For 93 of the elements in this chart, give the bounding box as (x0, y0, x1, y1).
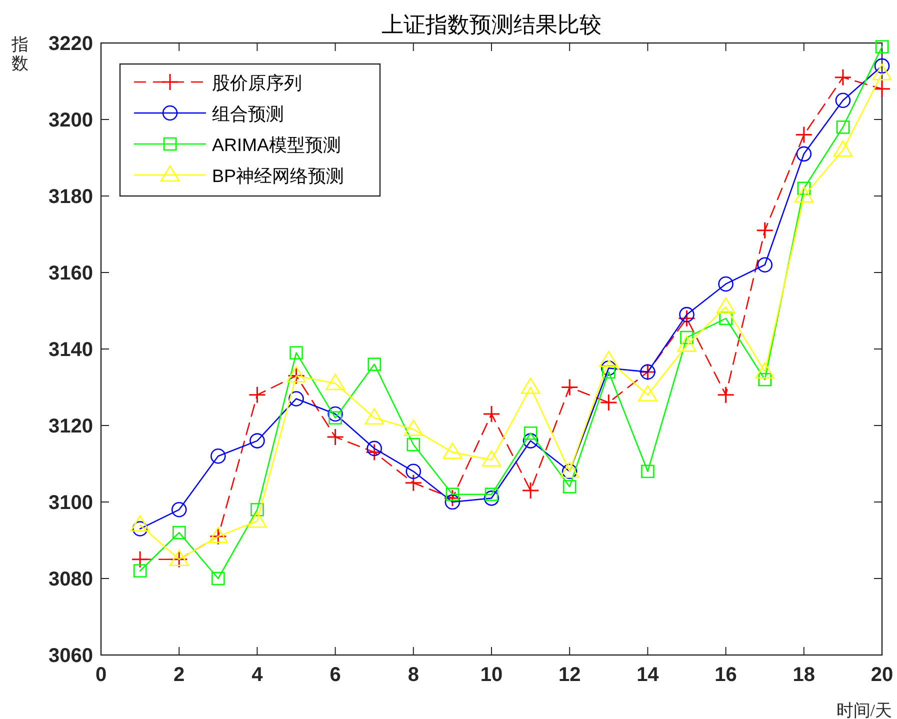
point (522, 482, 540, 500)
y-tick-label: 3160 (48, 262, 93, 284)
point (248, 511, 267, 528)
point (212, 572, 225, 586)
y-tick-label: 3060 (48, 645, 93, 667)
point (133, 564, 147, 578)
point (250, 503, 264, 516)
point (677, 336, 696, 352)
point (717, 386, 735, 404)
legend-label: BP神经网络预测 (212, 166, 344, 186)
point (404, 420, 424, 436)
x-tick-label: 10 (480, 664, 503, 686)
point (794, 186, 814, 203)
point (872, 64, 892, 80)
point (795, 126, 813, 144)
point (290, 346, 303, 360)
point (638, 385, 658, 402)
point (641, 464, 654, 478)
x-tick-label: 18 (792, 664, 816, 686)
point (328, 406, 343, 422)
point (130, 515, 150, 532)
point (482, 450, 502, 467)
point (288, 391, 304, 406)
point (444, 489, 462, 507)
point (171, 502, 187, 518)
point (484, 490, 500, 506)
y-tick-label: 3100 (48, 492, 93, 514)
x-axis-title: 时间/天 (836, 701, 892, 719)
point (484, 488, 498, 501)
point (131, 550, 149, 568)
point (601, 360, 616, 376)
point (406, 438, 420, 452)
point (796, 146, 812, 162)
y-tick-label: 3140 (48, 339, 93, 361)
y-tick-label: 3180 (48, 186, 93, 208)
x-tick-label: 14 (636, 664, 660, 686)
x-tick-label: 0 (95, 664, 107, 686)
point (719, 312, 732, 326)
x-tick-label: 20 (870, 664, 894, 686)
point (718, 276, 734, 292)
point (833, 140, 853, 157)
point (172, 526, 186, 540)
point (444, 494, 460, 510)
point (368, 358, 381, 371)
point (679, 306, 694, 322)
point (442, 442, 462, 459)
legend-label: ARIMA模型预测 (212, 135, 342, 155)
point (250, 433, 265, 448)
y-axis-title: 指数 (10, 35, 28, 73)
point (600, 394, 618, 412)
point (522, 433, 538, 448)
point (875, 40, 889, 54)
point (756, 222, 774, 240)
point (520, 378, 540, 394)
point (210, 448, 226, 464)
point (328, 411, 342, 424)
chart-title: 上证指数预测结果比较 (382, 12, 602, 37)
x-tick-label: 8 (408, 664, 419, 686)
point (835, 92, 851, 108)
point (524, 426, 538, 440)
point (678, 310, 696, 328)
y-tick-label: 3200 (48, 110, 93, 132)
point (406, 464, 422, 480)
x-tick-label: 4 (252, 664, 264, 686)
x-tick-label: 2 (174, 664, 185, 686)
y-tick-label: 3120 (48, 416, 93, 438)
point (560, 378, 578, 396)
point (757, 257, 772, 272)
point (364, 408, 384, 424)
point (562, 480, 576, 494)
point (599, 350, 618, 368)
point (326, 374, 345, 390)
legend-label: 组合预测 (212, 104, 284, 124)
point (482, 405, 500, 423)
y-tick-label: 3220 (48, 33, 93, 55)
point (836, 120, 850, 134)
point (755, 362, 774, 379)
point (446, 488, 460, 501)
point (602, 365, 616, 379)
point (248, 386, 266, 404)
x-tick-label: 16 (714, 664, 737, 686)
point (716, 297, 736, 314)
point (326, 428, 344, 446)
y-tick-label: 3080 (48, 568, 93, 590)
point (366, 440, 382, 456)
x-tick-label: 6 (330, 664, 341, 686)
x-tick-label: 12 (558, 664, 581, 686)
legend-label: 股价原序列 (212, 73, 302, 93)
point (873, 80, 891, 98)
point (834, 68, 852, 86)
point (758, 372, 772, 386)
point (404, 474, 422, 492)
point (366, 444, 384, 462)
